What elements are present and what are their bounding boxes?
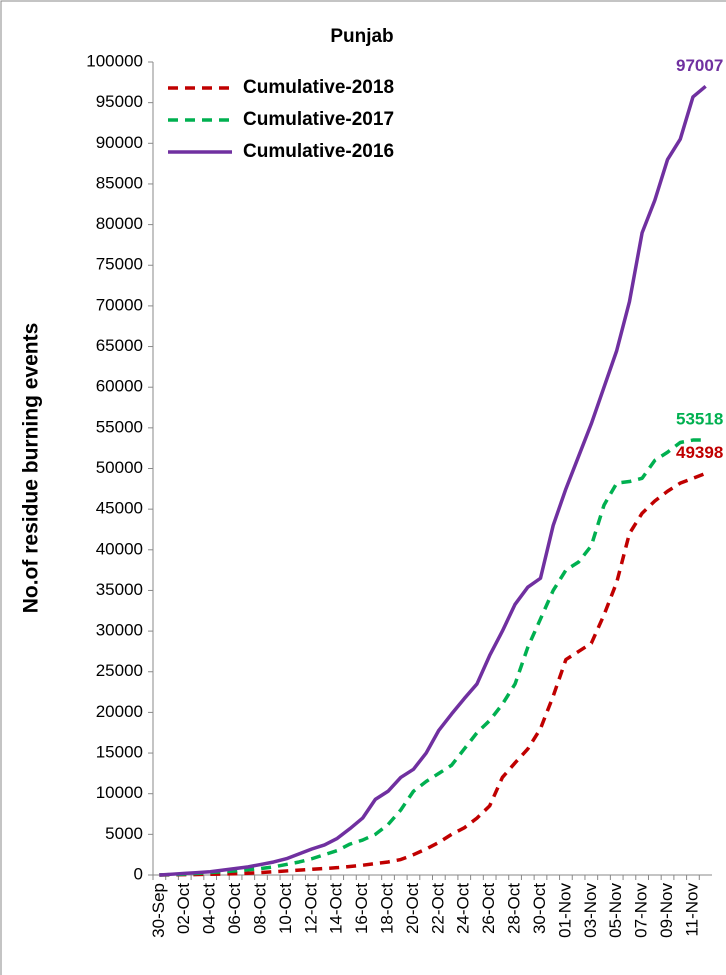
y-tick-label: 100000	[86, 51, 143, 70]
x-tick-label: 08-Oct	[250, 883, 269, 934]
x-tick-label: 22-Oct	[428, 883, 447, 934]
x-tick-label: 14-Oct	[327, 883, 346, 934]
y-tick-label: 35000	[96, 580, 143, 599]
y-tick-label: 95000	[96, 92, 143, 111]
chart-title: Punjab	[330, 26, 393, 47]
x-tick-label: 03-Nov	[581, 883, 600, 938]
x-tick-label: 20-Oct	[403, 883, 422, 934]
legend-label: Cumulative-2016	[243, 141, 394, 162]
y-tick-label: 0	[134, 864, 143, 883]
y-tick-label: 60000	[96, 377, 143, 396]
x-tick-label: 01-Nov	[555, 883, 574, 938]
y-tick-label: 25000	[96, 661, 143, 680]
x-tick-label: 05-Nov	[606, 883, 625, 938]
y-axis-label: No.of residue burning events	[20, 323, 43, 614]
legend-label: Cumulative-2017	[243, 109, 394, 130]
legend-label: Cumulative-2018	[243, 77, 394, 98]
line-series	[159, 471, 707, 877]
end-value-label: 49398	[676, 443, 723, 462]
x-tick-label: 18-Oct	[378, 883, 397, 934]
y-tick-label: 5000	[105, 824, 143, 843]
x-tick-label: 12-Oct	[301, 883, 320, 934]
y-tick-label: 85000	[96, 173, 143, 192]
x-tick-label: 16-Oct	[352, 883, 371, 934]
y-tick-label: 15000	[96, 743, 143, 762]
y-tick-label: 70000	[96, 295, 143, 314]
y-tick-label: 65000	[96, 336, 143, 355]
x-tick-label: 28-Oct	[505, 883, 524, 934]
y-tick-label: 20000	[96, 702, 143, 721]
y-tick-label: 50000	[96, 458, 143, 477]
y-tick-label: 90000	[96, 133, 143, 152]
y-tick-label: 10000	[96, 783, 143, 802]
y-tick-label: 75000	[96, 255, 143, 274]
line-series	[159, 438, 706, 877]
y-tick-label: 80000	[96, 214, 143, 233]
x-tick-label: 02-Oct	[174, 883, 193, 934]
x-tick-label: 06-Oct	[225, 883, 244, 934]
x-tick-label: 09-Nov	[657, 883, 676, 938]
end-value-label: 97007	[676, 56, 723, 75]
x-tick-label: 04-Oct	[200, 883, 219, 934]
x-tick-label: 26-Oct	[479, 883, 498, 934]
y-tick-label: 55000	[96, 417, 143, 436]
y-tick-label: 45000	[96, 499, 143, 518]
x-tick-label: 10-Oct	[276, 883, 295, 934]
y-tick-label: 40000	[96, 539, 143, 558]
x-tick-label: 11-Nov	[682, 883, 701, 937]
line-series	[159, 84, 707, 877]
x-tick-label: 24-Oct	[454, 883, 473, 934]
x-tick-label: 30-Oct	[530, 883, 549, 934]
end-value-label: 53518	[676, 409, 723, 428]
x-tick-label: 07-Nov	[632, 883, 651, 938]
x-tick-label: 30-Sep	[149, 883, 168, 938]
y-tick-label: 30000	[96, 621, 143, 640]
